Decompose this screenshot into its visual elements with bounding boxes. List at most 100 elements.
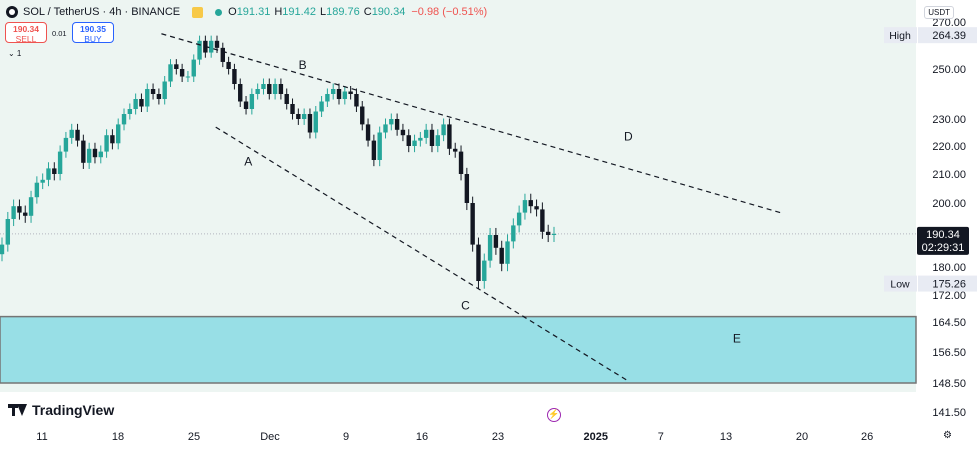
candle-body	[133, 99, 138, 109]
indicators-toggle[interactable]: ⌄ 1	[8, 49, 22, 58]
buy-button[interactable]: 190.35 BUY	[72, 22, 114, 44]
y-tick-label: 141.50	[932, 407, 966, 419]
candle-body	[197, 40, 202, 60]
x-tick-label: 18	[112, 431, 124, 443]
annotation-label: E	[733, 332, 741, 346]
candle-body	[348, 91, 353, 94]
candle-body	[511, 225, 516, 242]
candle-body	[121, 114, 127, 125]
x-tick-label: 16	[416, 431, 428, 443]
candle-body	[179, 69, 185, 77]
candle-body	[313, 111, 318, 133]
candle-body	[208, 40, 214, 53]
x-tick-label: 13	[720, 431, 732, 443]
y-tick-label: 250.00	[932, 64, 966, 76]
y-tick-label: 230.00	[932, 114, 966, 126]
candle-body	[400, 129, 406, 136]
y-tick-label: 148.50	[932, 378, 966, 390]
candle-body	[453, 148, 458, 152]
candle-body	[482, 260, 487, 281]
annotation-label: A	[244, 155, 252, 169]
currency-selector[interactable]: USDT	[924, 6, 954, 19]
open-label: O	[228, 6, 237, 18]
candle-body	[249, 94, 255, 109]
candle-body	[423, 129, 429, 138]
candle-body	[290, 104, 295, 114]
low-label: L	[319, 6, 327, 18]
candle-body	[412, 140, 417, 146]
candle-body	[383, 124, 388, 133]
high-label: H	[274, 6, 283, 18]
candle-body	[365, 124, 371, 141]
candle-body	[46, 168, 51, 180]
settings-gear-icon[interactable]: ⚙	[943, 430, 952, 441]
y-tick-label: 156.50	[932, 347, 966, 359]
candle-body	[325, 94, 330, 102]
buy-price: 190.35	[80, 24, 106, 34]
x-tick-label: 2025	[583, 431, 607, 443]
candle-body	[418, 137, 423, 141]
candle-body	[505, 241, 510, 264]
candle-body	[34, 182, 40, 198]
candle-body	[336, 89, 342, 99]
symbol-name[interactable]: SOL / TetherUS · 4h · BINANCE	[23, 6, 181, 18]
high-label-background	[884, 27, 917, 44]
candle-body	[145, 89, 150, 107]
candle-body	[139, 99, 144, 107]
close-value: 190.34	[371, 6, 406, 18]
candle-body	[272, 84, 278, 94]
candle-body	[150, 89, 156, 94]
high-label: High	[889, 30, 911, 42]
low-label-background	[884, 275, 917, 292]
last-price-box	[917, 226, 969, 255]
zone-box	[0, 315, 917, 384]
y-tick-label: 172.00	[932, 290, 966, 302]
sell-button[interactable]: 190.34 SELL	[5, 22, 47, 44]
change-value: −0.98 (−0.51%)	[411, 6, 488, 18]
x-tick-label: 7	[658, 431, 664, 443]
candle-body	[255, 89, 260, 94]
spread-value: 0.01	[52, 29, 67, 38]
symbol-icon	[6, 6, 18, 18]
candle-body	[540, 209, 545, 232]
annotation-label: D	[624, 130, 633, 144]
candle-body	[296, 114, 301, 119]
candle-body	[174, 64, 179, 69]
x-tick-label: 26	[861, 431, 873, 443]
candle-body	[464, 174, 470, 203]
candle-body	[360, 106, 365, 125]
candle-body	[57, 151, 63, 174]
candle-body	[284, 94, 289, 104]
candle-body	[116, 124, 121, 144]
x-tick-label: Dec	[260, 431, 280, 443]
candle-body	[69, 129, 74, 138]
countdown-value: 02:29:31	[922, 242, 965, 254]
candle-body	[522, 200, 528, 213]
candle-body	[11, 206, 16, 219]
buy-label: BUY	[84, 34, 102, 44]
candle-body	[86, 148, 92, 163]
candle-body	[232, 69, 237, 84]
candle-body	[371, 140, 377, 160]
x-tick-label: 25	[188, 431, 200, 443]
candle-body	[191, 59, 196, 77]
candle-body	[226, 61, 231, 69]
candle-body	[499, 247, 504, 264]
candle-body	[127, 109, 133, 114]
candle-body	[528, 200, 533, 207]
candle-body	[377, 132, 382, 160]
low-value-background	[918, 275, 977, 292]
x-tick-label: 20	[796, 431, 808, 443]
candle-body	[516, 212, 522, 226]
candle-body	[447, 124, 452, 149]
annotation-label: B	[299, 58, 307, 72]
lightning-icon[interactable]: ⚡	[547, 408, 561, 422]
high-value-background	[918, 27, 977, 44]
candle-body	[98, 151, 103, 158]
last-price-value: 190.34	[926, 229, 960, 241]
candle-body	[331, 89, 336, 94]
candle-body	[243, 101, 249, 109]
